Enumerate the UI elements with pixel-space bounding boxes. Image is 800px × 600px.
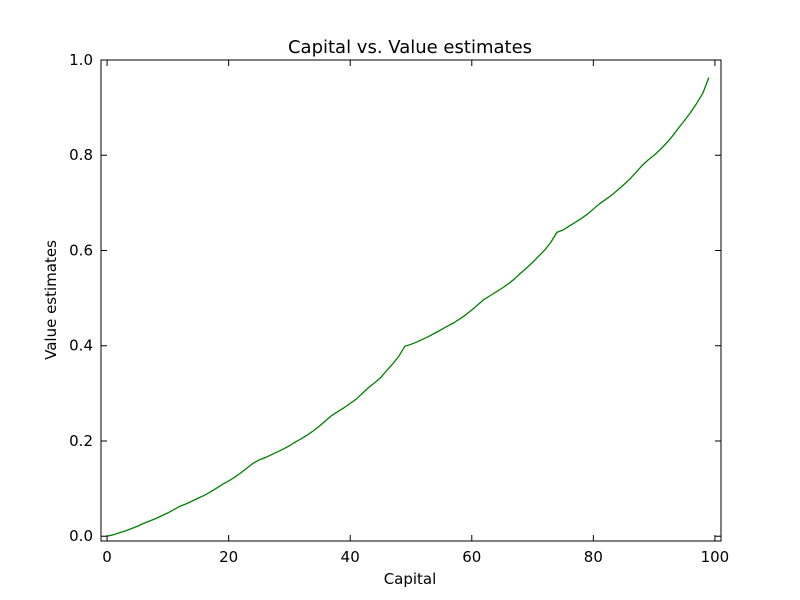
x-tick-label: 20 [219, 548, 238, 566]
x-tick-labels: 0 20 40 60 80 100 [102, 548, 729, 566]
y-tick-labels: 0.0 0.2 0.4 0.6 0.8 1.0 [69, 51, 93, 545]
plot-frame [100, 59, 722, 542]
y-axis-label: Value estimates [42, 240, 60, 360]
y-tick-label: 0.8 [69, 146, 93, 164]
series-layer [106, 77, 710, 537]
x-tick-label: 0 [102, 548, 112, 566]
x-tick-label: 80 [584, 548, 603, 566]
x-tick-label: 60 [462, 548, 481, 566]
chart-title: Capital vs. Value estimates [288, 37, 532, 58]
x-tick-label: 40 [341, 548, 360, 566]
y-tick-label: 0.4 [69, 337, 93, 355]
y-tick-label: 0.0 [69, 527, 93, 545]
series-line [106, 77, 710, 537]
y-tick-label: 1.0 [69, 51, 93, 69]
x-tick-label: 100 [701, 548, 730, 566]
x-axis-label: Capital [384, 570, 437, 588]
y-tick-label: 0.6 [69, 241, 93, 259]
y-tick-label: 0.2 [69, 432, 93, 450]
